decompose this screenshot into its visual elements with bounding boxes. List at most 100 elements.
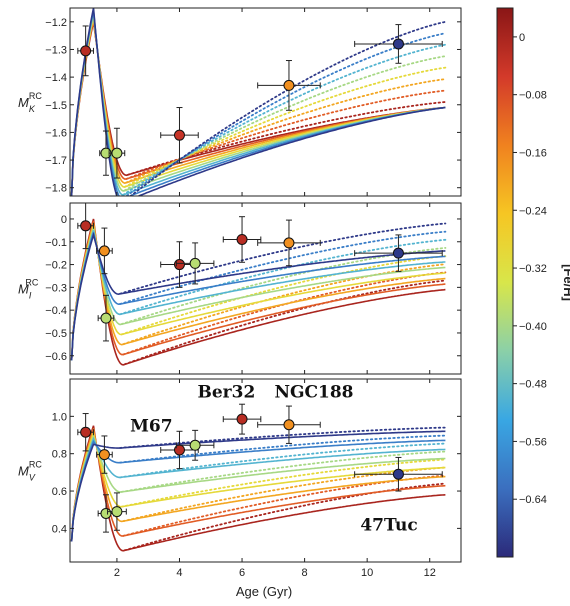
model-solid-curve [70, 17, 446, 196]
cluster-point [97, 494, 115, 533]
y-tick-label: −0.3 [45, 282, 67, 294]
x-tick-label: 8 [302, 567, 308, 579]
model-dotted-curve [123, 279, 447, 366]
cluster-point [257, 219, 321, 267]
colorbar: 0 −0.08 −0.16 −0.24 −0.32 −0.40 −0.48 −0.56 −0.6… [496, 7, 570, 558]
colorbar-tick-label: −0.56 [519, 436, 547, 448]
cluster-point [257, 60, 321, 111]
cluster-name-label: NGC188 [274, 383, 353, 403]
model-dotted-curve [119, 434, 447, 464]
model-dotted-curve [120, 255, 447, 336]
x-tick-label: 6 [239, 567, 245, 579]
model-solid-curve [70, 430, 446, 542]
model-solid-curve [70, 225, 446, 361]
y-tick-label: −1.2 [45, 17, 67, 29]
cluster-name-label: 47Tuc [360, 515, 417, 535]
cluster-point [77, 25, 94, 77]
cluster-point [354, 24, 443, 64]
colorbar-tick-label: −0.24 [519, 205, 547, 217]
panel-I: −0.6 −0.5 −0.4 −0.3 −0.2 −0.1 0 MIRC [18, 202, 462, 375]
y-axis-label: MKRC [18, 91, 42, 114]
cluster-points [77, 403, 443, 533]
model-dotted-curve [120, 458, 447, 508]
cluster-point [175, 242, 215, 285]
colorbar-tick-label: −0.64 [519, 494, 547, 506]
model-curves [70, 218, 447, 366]
model-dotted-curve [122, 466, 447, 522]
model-solid-curve [70, 9, 446, 196]
x-tick-label: 2 [114, 567, 120, 579]
x-tick-label: 4 [176, 567, 182, 579]
cluster-marker [80, 45, 92, 57]
cluster-marker [111, 147, 123, 159]
y-tick-label: −0.1 [45, 237, 67, 249]
cluster-marker [189, 257, 201, 269]
cluster-point [160, 107, 199, 164]
model-solid-curve [70, 436, 446, 542]
cluster-marker [283, 419, 295, 431]
x-tick-label: 10 [361, 567, 373, 579]
cluster-marker [236, 413, 248, 425]
model-dotted-curve [119, 222, 447, 295]
cluster-marker [392, 38, 404, 50]
panel-frame [69, 202, 462, 375]
cluster-marker [189, 439, 201, 451]
y-tick-label: −1.7 [45, 155, 67, 167]
model-solid-curve [70, 428, 446, 542]
model-solid-curve [70, 430, 446, 542]
panels: −1.8 −1.7 −1.6 −1.5 −1.4 −1.3 −1.2 MKRC −0.6 −0.5… [18, 7, 462, 579]
panel-K: −1.8 −1.7 −1.6 −1.5 −1.4 −1.3 −1.2 MKRC [18, 7, 462, 197]
colorbar-tick-label: −0.16 [519, 147, 547, 159]
cluster-name-label: Ber32 [197, 383, 255, 403]
y-tick-label: −1.3 [45, 44, 67, 56]
model-curves [70, 8, 447, 196]
model-solid-curve [70, 15, 446, 196]
model-dotted-curve [125, 89, 447, 180]
cluster-point [96, 227, 113, 275]
cluster-point [107, 492, 127, 531]
panel-frame [69, 378, 462, 563]
y-tick-label: −0.4 [45, 305, 67, 317]
cluster-marker [236, 233, 248, 245]
colorbar-tick-label: −0.08 [519, 90, 547, 102]
model-solid-curve [70, 230, 446, 361]
panel-frame [69, 7, 462, 197]
cluster-point [175, 429, 215, 461]
cluster-marker [173, 129, 185, 141]
colorbar-gradient [496, 7, 514, 558]
panel-V: 0.4 0.6 0.8 1.0 2 4 6 8 10 12 MVRC 47Tuc M67 Ber32 NGC… [18, 378, 462, 579]
model-solid-curve [70, 223, 446, 361]
colorbar-tick-label: 0 [519, 32, 525, 44]
model-solid-curve [70, 218, 446, 366]
y-tick-label: 0.6 [52, 486, 67, 498]
model-dotted-curve [123, 55, 447, 192]
cluster-marker [100, 507, 112, 519]
model-solid-curve [70, 439, 446, 542]
model-dotted-curve [119, 230, 447, 305]
cluster-point [97, 294, 115, 342]
cluster-points [77, 24, 443, 179]
model-solid-curve [70, 8, 446, 196]
model-dotted-curve [120, 450, 447, 493]
model-solid-curve [70, 13, 446, 196]
model-dotted-curve [119, 238, 447, 316]
model-solid-curve [70, 433, 446, 542]
model-curves [70, 425, 447, 552]
cluster-point [354, 234, 443, 272]
colorbar-label: [Fe/H] [561, 264, 570, 301]
y-tick-label: 0.8 [52, 449, 67, 461]
model-solid-curve [70, 232, 446, 361]
y-tick-label: 0 [61, 214, 67, 226]
cluster-marker [283, 237, 295, 249]
model-solid-curve [70, 427, 446, 542]
cluster-points [77, 202, 443, 342]
cluster-marker [100, 312, 112, 324]
y-axis-label: MIRC [18, 278, 39, 301]
model-solid-curve [70, 231, 446, 361]
cluster-point [354, 456, 443, 492]
y-tick-label: 1.0 [52, 411, 67, 423]
cluster-point [108, 127, 126, 179]
cluster-marker [98, 245, 110, 257]
cluster-point [257, 405, 321, 444]
cluster-marker [392, 247, 404, 259]
